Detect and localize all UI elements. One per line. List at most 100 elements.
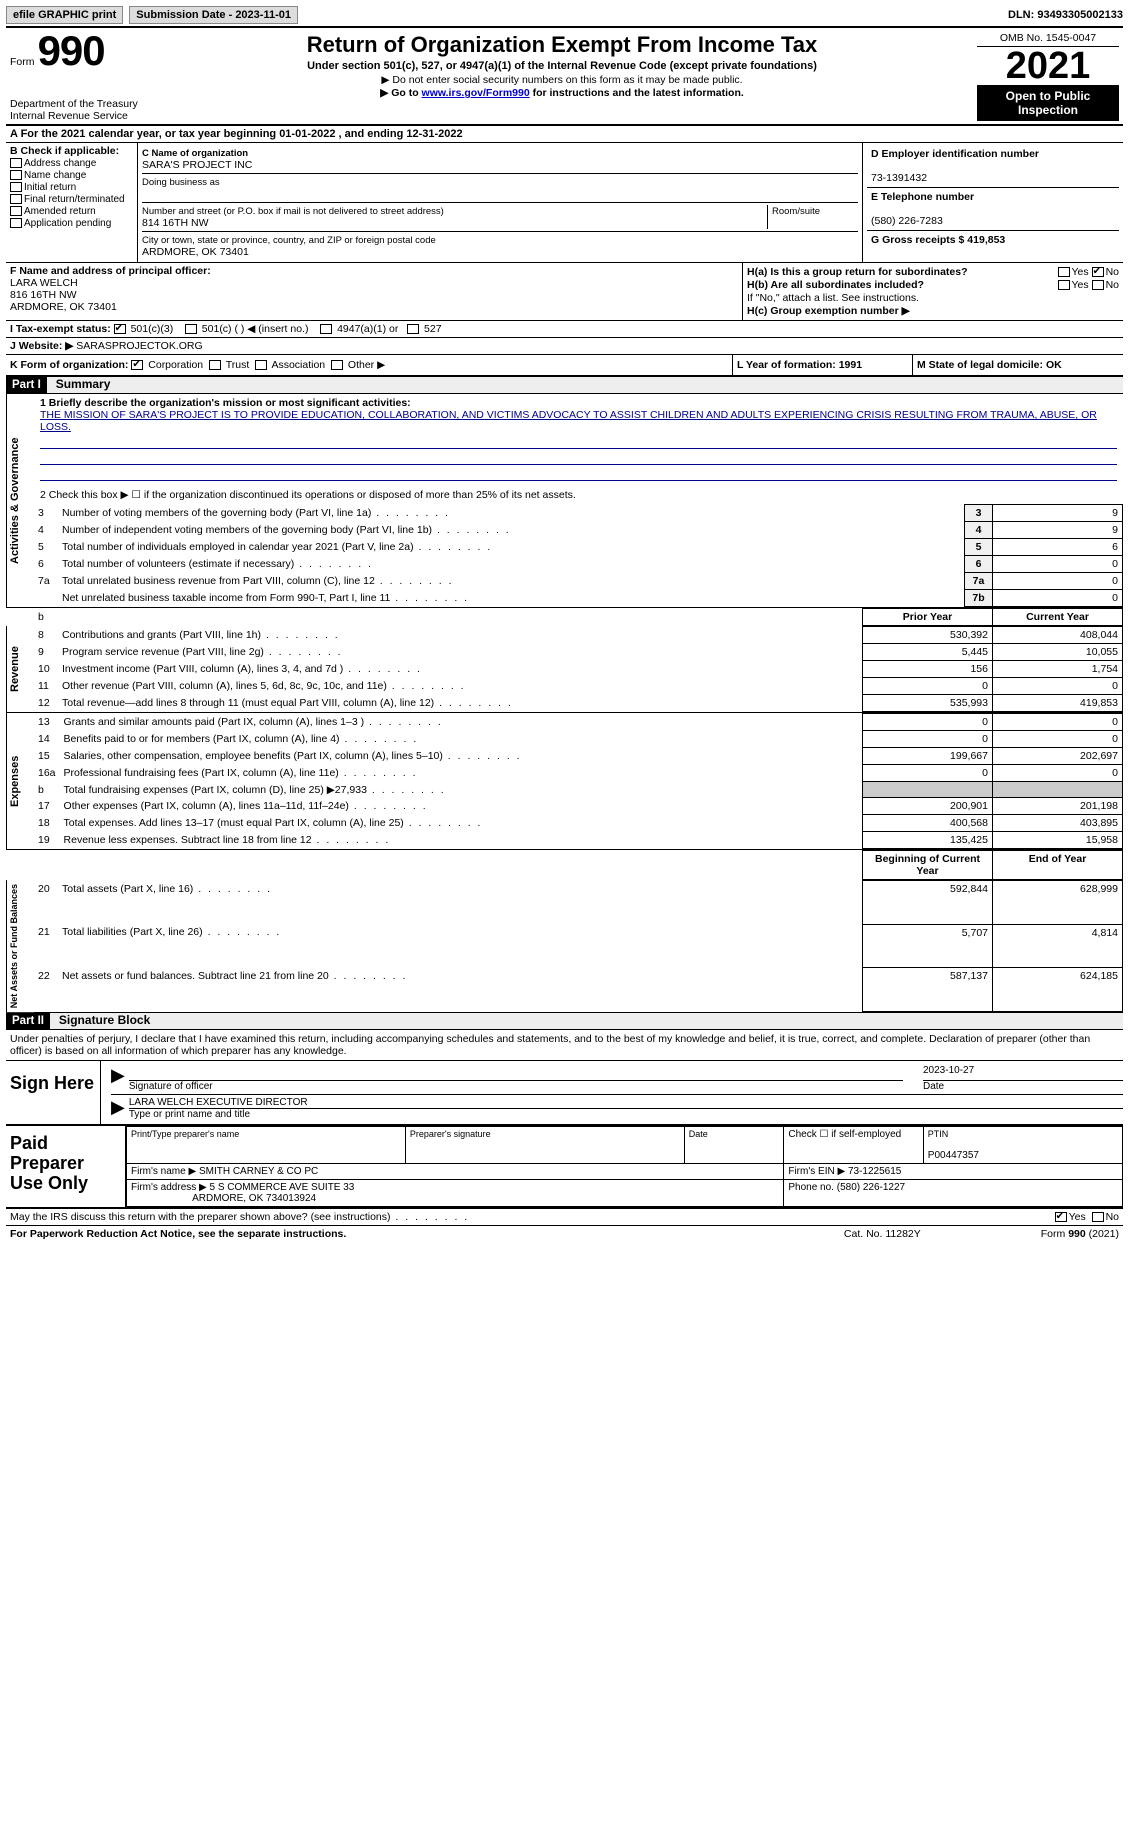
part2-header-row: Part II Signature Block	[6, 1013, 1123, 1030]
sig-date: 2023-10-27	[923, 1065, 1123, 1081]
footer: For Paperwork Reduction Act Notice, see …	[6, 1225, 1123, 1242]
netassets-table: 20 Total assets (Part X, line 16) 592,84…	[34, 880, 1123, 1012]
firm-phone: (580) 226-1227	[837, 1182, 905, 1193]
form-number: 990	[38, 27, 105, 74]
cb-corp[interactable]	[131, 360, 143, 370]
tab-revenue: Revenue	[6, 626, 34, 712]
open-to-public: Open to Public Inspection	[977, 85, 1119, 121]
perjury-para: Under penalties of perjury, I declare th…	[6, 1030, 1123, 1061]
tab-netassets: Net Assets or Fund Balances	[6, 880, 34, 1012]
submission-date-button[interactable]: Submission Date - 2023-11-01	[129, 6, 298, 24]
line-klm: K Form of organization: Corporation Trus…	[6, 355, 1123, 377]
entity-block: B Check if applicable: Address change Na…	[6, 143, 1123, 263]
form-header: Form 990 Department of the Treasury Inte…	[6, 28, 1123, 126]
expenses-table: 13 Grants and similar amounts paid (Part…	[34, 713, 1123, 849]
paid-preparer-label: Paid Preparer Use Only	[6, 1126, 126, 1207]
c-label: C Name of organization	[142, 148, 248, 159]
cb-527[interactable]	[407, 324, 419, 334]
na-hdr2: End of Year	[993, 851, 1123, 880]
hb-label: H(b) Are all subordinates included?	[747, 279, 924, 291]
d-label: D Employer identification number	[871, 148, 1039, 160]
ptin-value: P00447357	[928, 1150, 979, 1161]
ha-no[interactable]	[1092, 267, 1104, 277]
q1-label: 1 Briefly describe the organization's mi…	[40, 397, 411, 409]
mission-text: THE MISSION OF SARA'S PROJECT IS TO PROV…	[40, 409, 1097, 433]
cb-501c[interactable]	[185, 324, 197, 334]
city-value: ARDMORE, OK 73401	[142, 246, 249, 258]
dba-label: Doing business as	[142, 177, 220, 188]
part1-title: Summary	[50, 375, 117, 393]
officer-name: LARA WELCH	[10, 277, 78, 289]
summary-netassets: Net Assets or Fund Balances 20 Total ass…	[6, 880, 1123, 1013]
irs-discuss-row: May the IRS discuss this return with the…	[6, 1209, 1123, 1225]
ha-label: H(a) Is this a group return for subordin…	[747, 266, 968, 278]
website-value: SARASPROJECTOK.ORG	[76, 340, 202, 352]
cb-initial-return[interactable]	[10, 182, 22, 192]
part2-hdr: Part II	[6, 1013, 50, 1029]
street-value: 814 16TH NW	[142, 217, 209, 229]
cb-501c3[interactable]	[114, 324, 126, 334]
irs-link[interactable]: www.irs.gov/Form990	[422, 87, 530, 99]
cb-address-change[interactable]	[10, 158, 22, 168]
cb-final-return[interactable]	[10, 194, 22, 204]
hb-note: If "No," attach a list. See instructions…	[747, 292, 1119, 304]
tab-expenses: Expenses	[6, 713, 34, 849]
officer-block: F Name and address of principal officer:…	[6, 263, 1123, 321]
na-hdr1: Beginning of Current Year	[863, 851, 993, 880]
cb-name-change[interactable]	[10, 170, 22, 180]
tab-governance: Activities & Governance	[6, 394, 34, 607]
hb-yes[interactable]	[1058, 280, 1070, 290]
ha-yes[interactable]	[1058, 267, 1070, 277]
subtitle-2: ▶ Do not enter social security numbers o…	[155, 74, 969, 86]
cb-other[interactable]	[331, 360, 343, 370]
firm-ein: 73-1225615	[848, 1166, 901, 1177]
efile-button[interactable]: efile GRAPHIC print	[6, 6, 123, 24]
line-j: J Website: ▶ SARASPROJECTOK.ORG	[6, 338, 1123, 355]
form-title: Return of Organization Exempt From Incom…	[155, 32, 969, 58]
l-year: L Year of formation: 1991	[737, 359, 862, 371]
subtitle-1: Under section 501(c), 527, or 4947(a)(1)…	[155, 60, 969, 72]
prior-year-hdr: Prior Year	[863, 609, 993, 626]
hb-no[interactable]	[1092, 280, 1104, 290]
name-title-value: LARA WELCH EXECUTIVE DIRECTOR	[129, 1097, 1123, 1109]
cb-trust[interactable]	[209, 360, 221, 370]
firm-addr2: ARDMORE, OK 734013924	[192, 1193, 316, 1204]
governance-table: 3 Number of voting members of the govern…	[34, 504, 1123, 607]
current-year-hdr: Current Year	[993, 609, 1123, 626]
city-label: City or town, state or province, country…	[142, 235, 436, 246]
part2-title: Signature Block	[53, 1011, 156, 1029]
cb-app-pending[interactable]	[10, 218, 22, 228]
summary-revenue: Revenue 8 Contributions and grants (Part…	[6, 626, 1123, 713]
ein-value: 73-1391432	[871, 172, 927, 184]
discuss-yes[interactable]	[1055, 1212, 1067, 1222]
paid-preparer-block: Paid Preparer Use Only Print/Type prepar…	[6, 1124, 1123, 1209]
part1-header-row: Part I Summary	[6, 377, 1123, 394]
street-label: Number and street (or P.O. box if mail i…	[142, 206, 444, 217]
officer-city: ARDMORE, OK 73401	[10, 301, 117, 313]
firm-name: SMITH CARNEY & CO PC	[199, 1166, 318, 1177]
cb-4947[interactable]	[320, 324, 332, 334]
officer-street: 816 16TH NW	[10, 289, 77, 301]
f-label: F Name and address of principal officer:	[10, 265, 211, 277]
summary-governance: Activities & Governance 1 Briefly descri…	[6, 394, 1123, 608]
subtitle-3: ▶ Go to www.irs.gov/Form990 for instruct…	[155, 87, 969, 99]
tax-year: 2021	[977, 47, 1119, 85]
hc-label: H(c) Group exemption number ▶	[747, 305, 1119, 317]
revenue-table: 8 Contributions and grants (Part VIII, l…	[34, 626, 1123, 712]
b-label: B Check if applicable:	[10, 145, 133, 157]
firm-addr1: 5 S COMMERCE AVE SUITE 33	[210, 1182, 355, 1193]
e-label: E Telephone number	[871, 191, 974, 203]
top-bar: efile GRAPHIC print Submission Date - 20…	[6, 6, 1123, 28]
g-label: G Gross receipts $ 419,853	[871, 234, 1005, 246]
arrow-icon-2: ▶	[111, 1097, 125, 1120]
pra-notice: For Paperwork Reduction Act Notice, see …	[10, 1228, 346, 1240]
m-state: M State of legal domicile: OK	[917, 359, 1062, 371]
dept-line2: Internal Revenue Service	[10, 110, 147, 122]
discuss-no[interactable]	[1092, 1212, 1104, 1222]
summary-rev-hdr: x b Prior Year Current Year	[6, 608, 1123, 626]
cat-no: Cat. No. 11282Y	[844, 1228, 921, 1240]
dln-label: DLN: 93493305002133	[1008, 9, 1123, 21]
line-i: I Tax-exempt status: 501(c)(3) 501(c) ( …	[6, 321, 1123, 338]
cb-amended[interactable]	[10, 206, 22, 216]
cb-assoc[interactable]	[255, 360, 267, 370]
